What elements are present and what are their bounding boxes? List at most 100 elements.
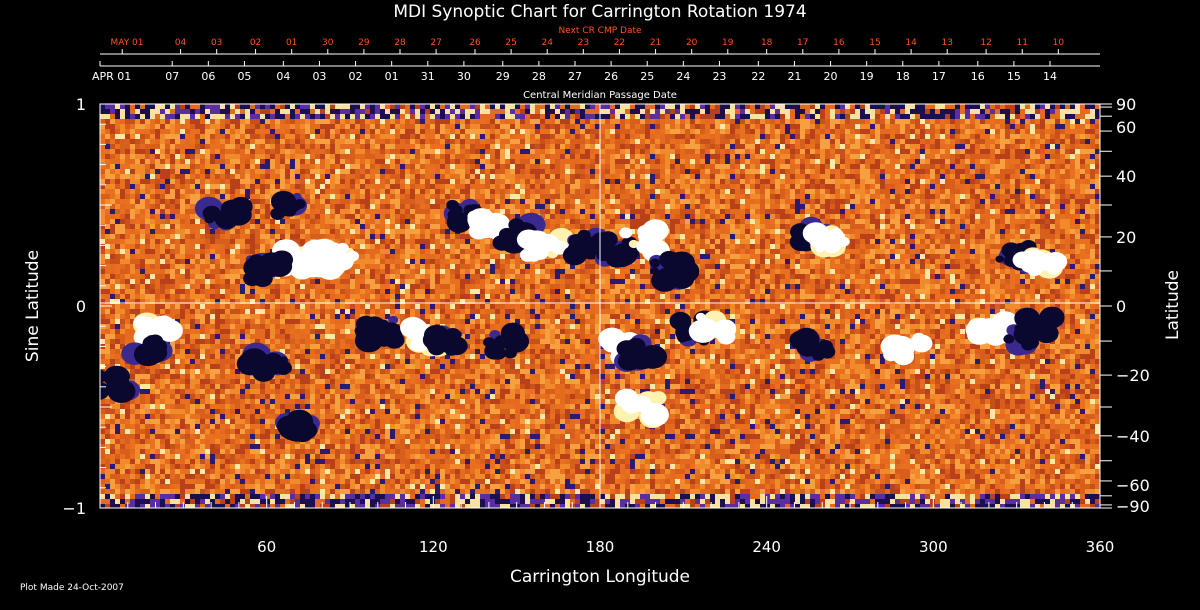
field-cell [220,144,225,149]
field-cell [1080,129,1085,134]
field-cell [970,194,975,199]
field-cell [130,154,135,159]
field-cell [800,189,805,194]
field-cell [365,164,370,169]
field-cell [140,134,145,139]
field-cell [805,169,810,174]
field-cell [530,199,535,204]
field-cell [145,214,150,219]
field-cell [790,154,795,159]
field-cell [420,169,425,174]
field-cell [280,119,285,124]
field-cell [650,144,655,149]
field-cell [630,209,635,214]
field-cell [810,129,815,134]
field-cell [160,199,165,204]
field-cell [440,189,445,194]
field-cell [610,134,615,139]
field-cell [485,119,490,124]
field-cell [650,119,655,124]
field-cell [415,134,420,139]
field-cell [925,194,930,199]
field-cell [580,124,585,129]
field-cell [650,114,655,119]
field-cell [755,174,760,179]
field-cell [605,149,610,154]
field-cell [970,214,975,219]
field-cell [985,199,990,204]
field-cell [705,124,710,129]
field-cell [630,109,635,114]
field-cell [340,109,345,114]
field-cell [740,109,745,114]
field-cell [620,124,625,129]
field-cell [560,169,565,174]
field-cell [860,189,865,194]
field-cell [395,144,400,149]
field-cell [680,154,685,159]
field-cell [295,114,300,119]
field-cell [345,224,350,229]
field-cell [235,164,240,169]
field-cell [820,129,825,134]
field-cell [845,134,850,139]
field-cell [710,194,715,199]
field-cell [830,219,835,224]
field-cell [1000,204,1005,209]
field-cell [125,154,130,159]
field-cell [840,124,845,129]
field-cell [675,214,680,219]
field-cell [350,119,355,124]
field-cell [565,219,570,224]
field-cell [1005,199,1010,204]
field-cell [505,184,510,189]
field-cell [485,184,490,189]
field-cell [585,154,590,159]
field-cell [695,139,700,144]
field-cell [430,104,435,109]
field-cell [665,124,670,129]
field-cell [405,129,410,134]
field-cell [900,129,905,134]
field-cell [1065,169,1070,174]
field-cell [510,139,515,144]
field-cell [265,109,270,114]
field-cell [330,219,335,224]
field-cell [520,184,525,189]
field-cell [670,119,675,124]
field-cell [775,109,780,114]
field-cell [240,114,245,119]
field-cell [940,104,945,109]
field-cell [750,164,755,169]
field-cell [755,104,760,109]
field-cell [355,164,360,169]
field-cell [675,114,680,119]
field-cell [745,159,750,164]
field-cell [430,114,435,119]
field-cell [830,134,835,139]
field-cell [1015,124,1020,129]
field-cell [165,209,170,214]
field-cell [865,134,870,139]
field-cell [485,174,490,179]
field-cell [120,129,125,134]
field-cell [705,104,710,109]
field-cell [235,134,240,139]
field-cell [805,124,810,129]
field-cell [975,169,980,174]
field-cell [185,154,190,159]
field-cell [200,164,205,169]
field-cell [445,109,450,114]
field-cell [875,214,880,219]
field-cell [520,199,525,204]
field-cell [995,204,1000,209]
field-cell [1025,174,1030,179]
field-cell [555,184,560,189]
field-cell [870,129,875,134]
field-cell [965,169,970,174]
field-cell [660,164,665,169]
field-cell [125,179,130,184]
field-cell [205,179,210,184]
field-cell [250,114,255,119]
field-cell [935,144,940,149]
